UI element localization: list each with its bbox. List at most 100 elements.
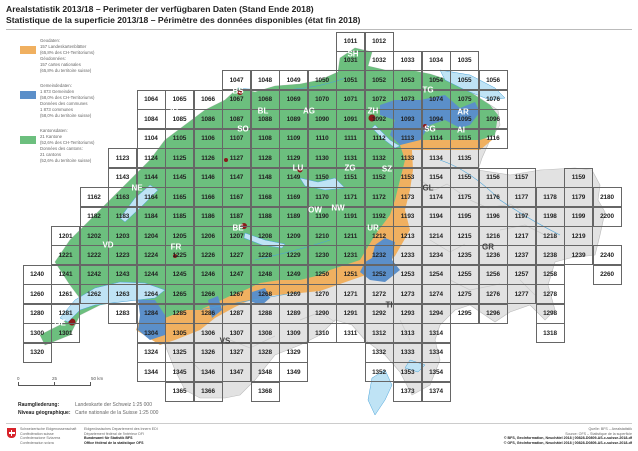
canton-label: LU [292, 163, 304, 173]
map-sheet-number: 1329 [286, 349, 301, 357]
scale-label-0: 0 [17, 376, 20, 381]
map-sheet: 1109 [279, 128, 308, 149]
map-sheet: 1178 [535, 187, 565, 208]
map-sheet-number: 1095 [457, 115, 472, 123]
map-sheet-number: 1248 [258, 271, 272, 279]
map-sheet: 1105 [165, 128, 194, 149]
map-sheet-number: 1094 [429, 115, 443, 123]
map-sheet-number: 1218 [543, 232, 557, 240]
canton-label: VD [102, 240, 114, 250]
map-sheet-number: 1202 [87, 232, 101, 240]
map-sheet-number: 1291 [343, 310, 358, 318]
map-sheet-number: 1281 [58, 310, 73, 318]
map-sheet-number: 1324 [144, 349, 158, 357]
map-sheet-number: 1114 [429, 135, 443, 143]
map-sheet-number: 1267 [229, 290, 244, 298]
map-sheet-number: 2180 [600, 193, 614, 201]
map-sheet-number: 1055 [457, 76, 472, 84]
footer-divider [6, 423, 632, 424]
map-sheet-number: 1230 [315, 251, 329, 259]
map-sheet-number: 1068 [258, 96, 272, 104]
map-sheet-number: 1196 [486, 213, 500, 221]
map-sheet: 1189 [279, 206, 308, 227]
map-sheet: 1215 [450, 226, 479, 246]
map-sheet: 1329 [279, 342, 308, 363]
map-sheet: 1289 [279, 303, 308, 324]
map-sheet: 1179 [564, 187, 593, 208]
map-sheet-number: 1170 [315, 193, 329, 201]
map-sheet: 1175 [450, 187, 479, 208]
map-sheet: 1052 [364, 70, 394, 91]
canton-label: OW [308, 205, 322, 215]
map-sheet-number: 1203 [115, 232, 130, 240]
map-sheet-number: 1096 [486, 115, 500, 123]
map-sheet: 1219 [564, 226, 593, 246]
map-sheet: 1234 [421, 245, 451, 266]
legend-text: Kantonsdaten: 21 Kantone (52,6% des CH-Ter… [40, 128, 94, 163]
map-sheet: 1285 [165, 303, 194, 324]
map-sheet-number: 1130 [315, 154, 329, 162]
map-sheet-number: 1186 [201, 213, 215, 221]
map-sheet-number: 1171 [343, 193, 358, 201]
map-sheet: 1296 [478, 303, 508, 324]
map-sheet-number: 1257 [514, 271, 529, 279]
map-sheet: 1150 [307, 167, 337, 188]
map-sheet-number: 1166 [201, 193, 215, 201]
map-sheet: 1145 [165, 167, 194, 188]
map-sheet-number: 1184 [144, 213, 158, 221]
map-sheet-number: 1173 [400, 193, 415, 201]
map-sheet-number: 1163 [115, 193, 130, 201]
map-sheet-number: 1084 [144, 115, 158, 123]
map-sheet: 1128 [250, 148, 280, 169]
map-sheet-number: 1076 [486, 96, 500, 104]
map-sheet-number: 1149 [286, 174, 301, 182]
map-sheet-number: 1231 [343, 251, 358, 259]
map-sheet: 1354 [421, 362, 451, 383]
map-sheet-number: 1155 [457, 174, 472, 182]
map-sheet-number: 1195 [457, 213, 472, 221]
map-sheet: 1208 [250, 226, 280, 246]
map-sheet: 1347 [222, 362, 251, 383]
map-sheet: 1213 [393, 226, 422, 246]
map-sheet-number: 1352 [372, 368, 386, 376]
map-sheet-number: 1146 [201, 174, 215, 182]
map-sheet-number: 1132 [372, 154, 386, 162]
map-sheet-number: 1051 [343, 76, 358, 84]
map-sheet-number: 1228 [258, 251, 272, 259]
map-sheet: 2240 [592, 245, 622, 266]
map-sheet-number: 1011 [343, 38, 358, 45]
scale-tick [18, 382, 19, 386]
legend-swatch [20, 46, 36, 54]
map-sheet-number: 1332 [372, 349, 386, 357]
map-sheet-number: 1211 [343, 232, 358, 240]
map-sheet-number: 1286 [201, 310, 215, 318]
map-sheet-number: 1374 [429, 388, 443, 396]
canton-label: SH [347, 49, 359, 59]
map-sheet: 1243 [108, 264, 137, 285]
map-sheet-number: 1194 [429, 213, 443, 221]
map-sheet-number: 1157 [514, 174, 529, 182]
map-sheet: 1305 [165, 323, 194, 344]
map-sheet: 1248 [250, 264, 280, 285]
map-sheet: 1172 [364, 187, 394, 208]
map-sheet: 1188 [250, 206, 280, 227]
map-sheet: 1193 [393, 206, 422, 227]
map-sheet: 1227 [222, 245, 251, 266]
legend-line: 21 cantons [40, 151, 62, 157]
map-sheet-number: 1073 [400, 96, 415, 104]
map-sheet-number: 1065 [172, 96, 187, 104]
map-sheet: 1182 [79, 206, 109, 227]
map-sheet: 1071 [336, 89, 365, 110]
map-sheet-number: 1219 [571, 232, 586, 240]
map-sheet-number: 1204 [144, 232, 158, 240]
spatial-level-value-de: Landeskarte der Schweiz 1:25 000 [75, 402, 152, 408]
map-sheet: 1328 [250, 342, 280, 363]
map-sheet-number: 1189 [286, 213, 301, 221]
map-sheet-number: 1270 [315, 290, 329, 298]
swiss-cross-logo-icon [7, 428, 16, 438]
map-sheet-number: 1075 [457, 96, 472, 104]
map-sheet-number: 1207 [229, 232, 244, 240]
legend-line: Gemeindedaten: [40, 83, 72, 88]
map-sheet: 1184 [136, 206, 166, 227]
map-sheet-number: 1167 [229, 193, 244, 201]
